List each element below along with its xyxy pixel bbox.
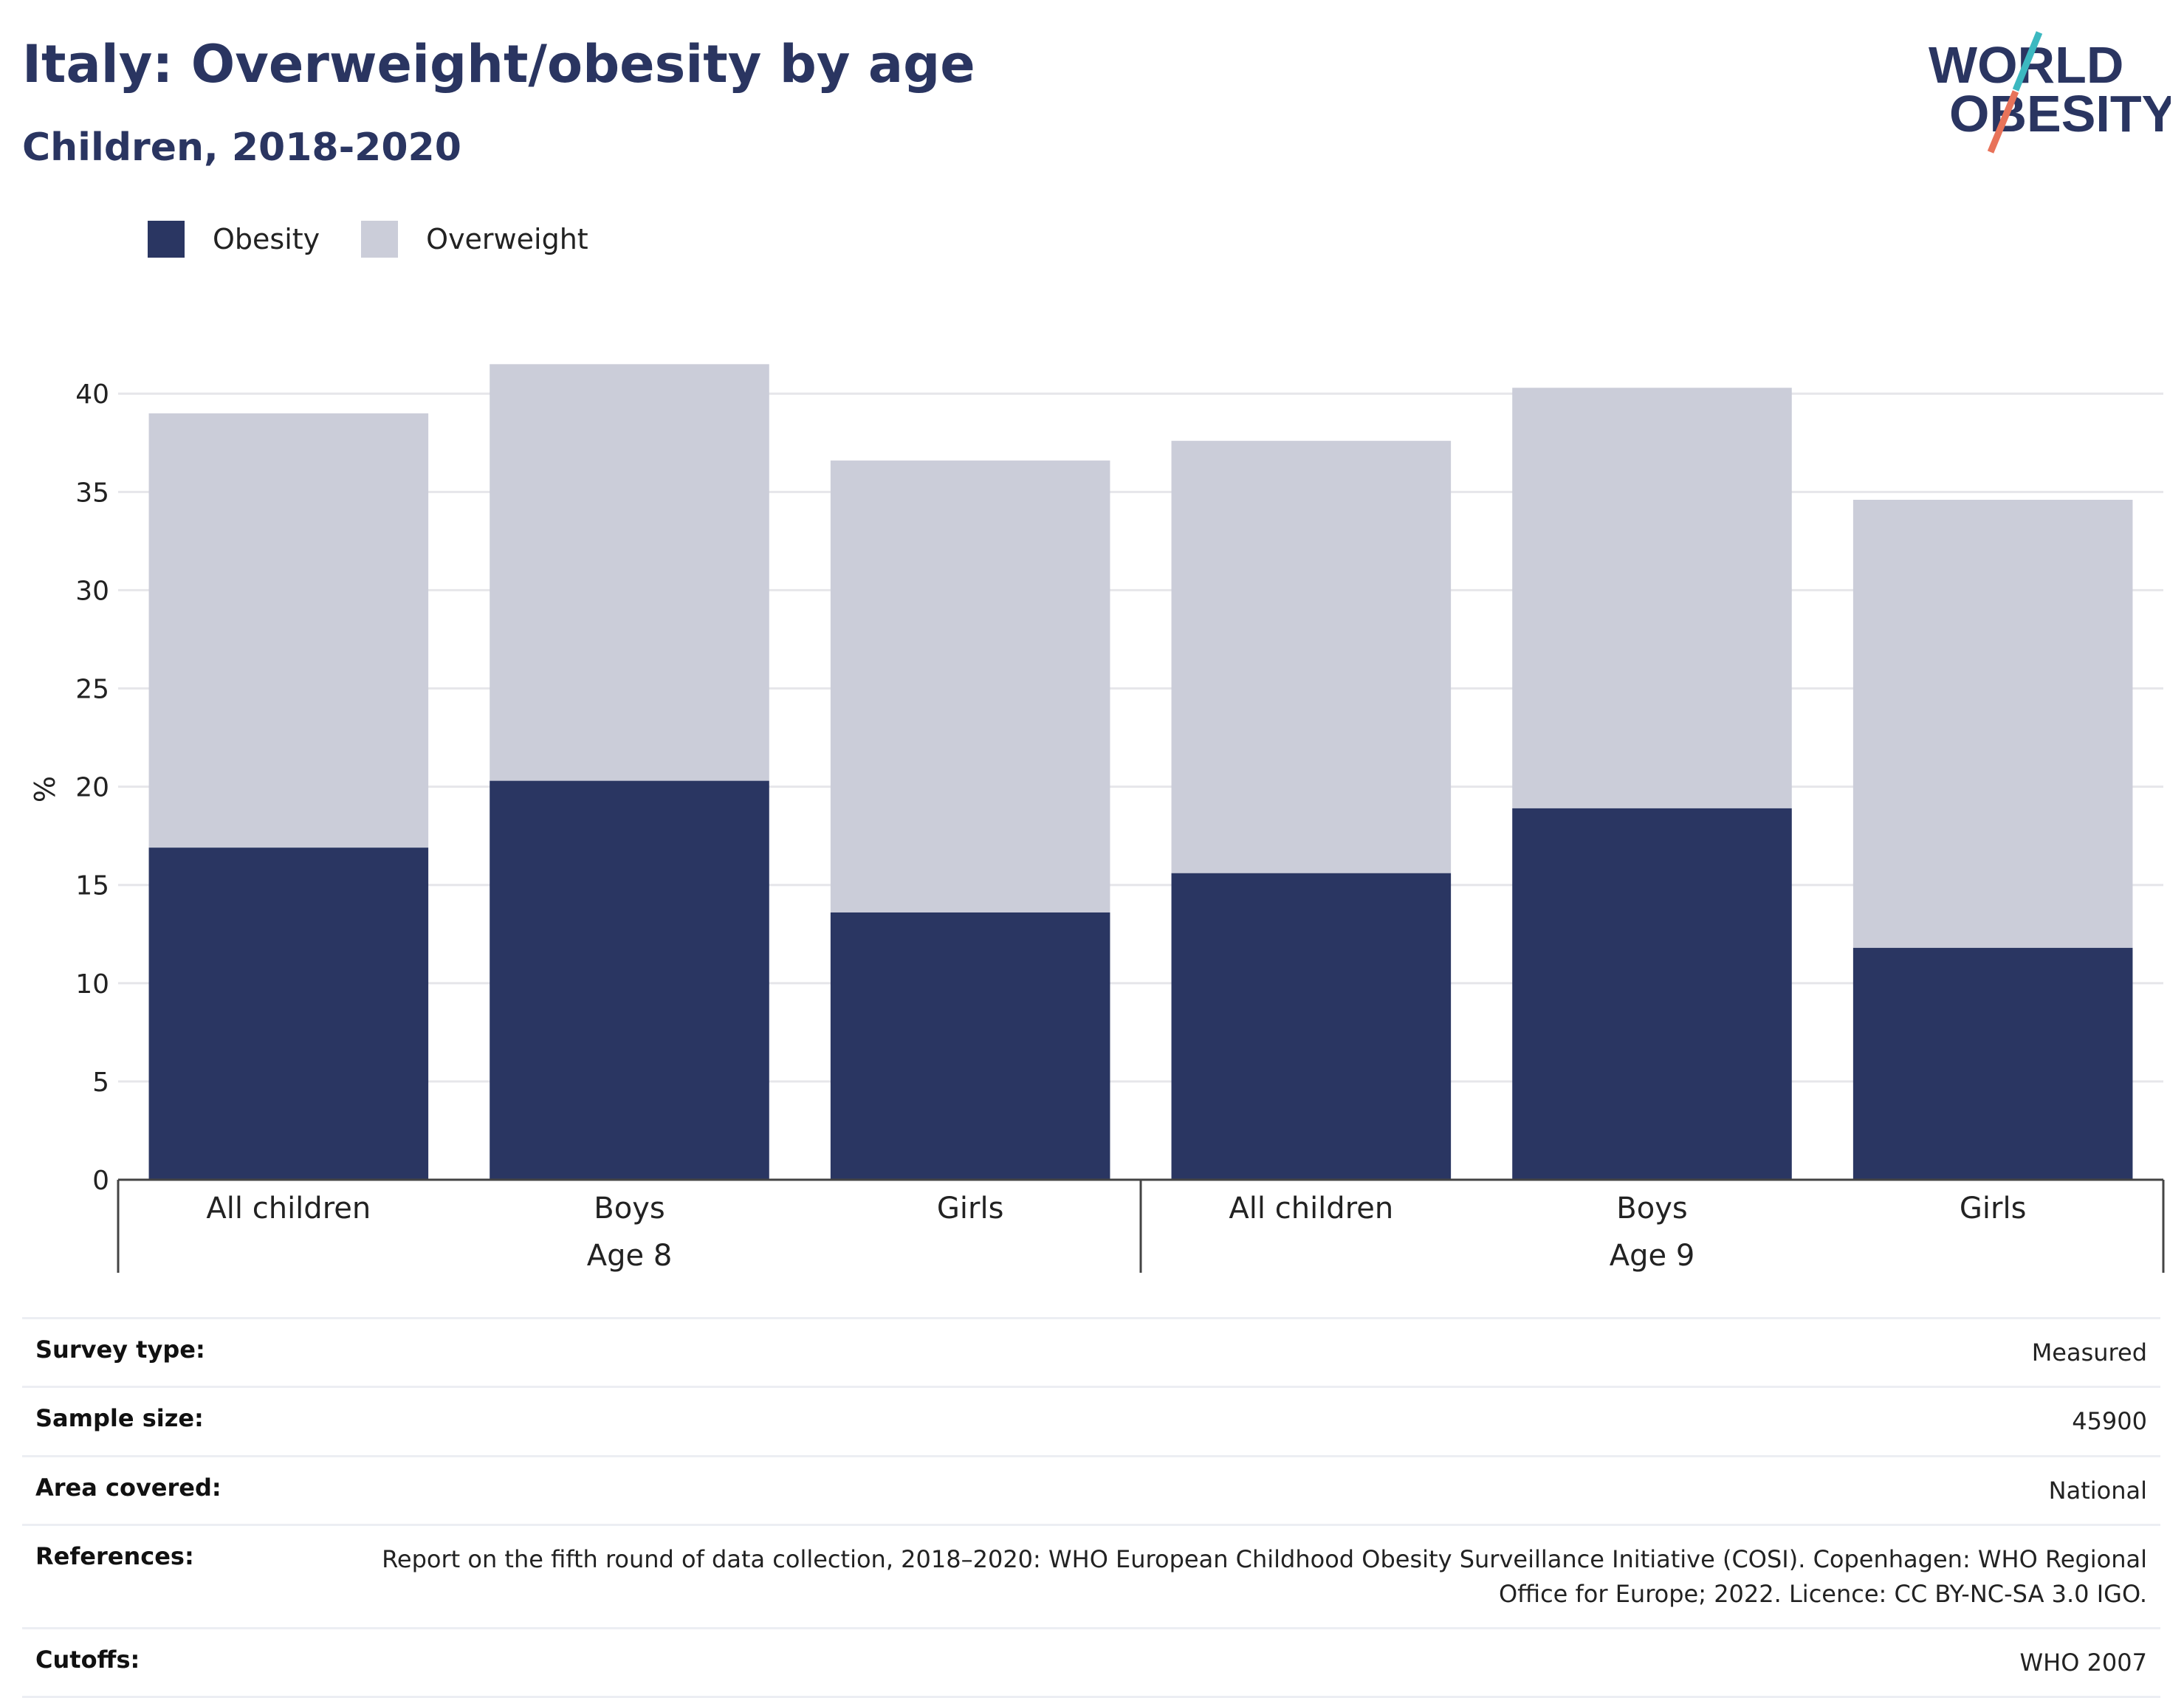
meta-key: References: (35, 1542, 194, 1571)
bar-overweight (830, 460, 1110, 912)
y-tick-label: 40 (75, 379, 109, 410)
legend-label: Obesity (213, 223, 320, 255)
bar-chart: 0 5 10 15 20 25 30 35 40% All children Boys Girls Al… (29, 364, 2165, 1273)
meta-row-cutoffs: Cutoffs: WHO 2007 (22, 1626, 2160, 1698)
bar-obesity (1171, 873, 1452, 1180)
bar-obesity (148, 848, 429, 1180)
legend-swatch-obesity (148, 221, 185, 258)
group-label: Age 8 (587, 1239, 673, 1273)
survey-info-table: Survey type: Measured Sample size: 45900… (22, 1317, 2160, 1698)
bar-obesity (1852, 947, 2133, 1180)
y-tick-label: 30 (75, 576, 109, 606)
meta-value: WHO 2007 (2019, 1648, 2148, 1677)
bar-overweight (490, 364, 769, 781)
meta-row-sample-size: Sample size: 45900 (22, 1386, 2160, 1454)
meta-row-references: References: Report on the fifth round of… (22, 1524, 2160, 1627)
y-tick-label: 15 (75, 871, 109, 901)
x-tick-label: Boys (1616, 1192, 1687, 1226)
bar-overweight (1171, 441, 1452, 873)
meta-value: Report on the fifth round of data collec… (382, 1545, 2147, 1608)
chart-title: Italy: Overweight/obesity by age (22, 34, 975, 94)
bar-obesity (490, 780, 769, 1180)
x-tick-label: Girls (1960, 1192, 2027, 1226)
chart-subtitle: Children, 2018-2020 (22, 126, 461, 170)
legend-swatch-overweight (361, 221, 399, 258)
logo-line2: OBESITY (1949, 85, 2171, 142)
meta-key: Survey type: (35, 1336, 205, 1364)
meta-key: Area covered: (35, 1473, 222, 1502)
x-tick-label: Boys (594, 1192, 665, 1226)
y-tick-label: 25 (75, 675, 109, 705)
x-tick-label: Girls (937, 1192, 1004, 1226)
meta-key: Sample size: (35, 1404, 204, 1433)
meta-row-area-covered: Area covered: National (22, 1454, 2160, 1524)
bar-overweight (148, 413, 429, 848)
group-label: Age 9 (1610, 1239, 1695, 1273)
bar-overweight (1852, 499, 2133, 948)
meta-key: Cutoffs: (35, 1645, 140, 1674)
bar-obesity (830, 912, 1110, 1180)
logo-slash-teal (2012, 31, 2043, 92)
y-tick-label: 20 (75, 773, 109, 803)
legend-item-overweight[interactable]: Overweight (361, 221, 588, 258)
chart-legend: Obesity Overweight (148, 220, 630, 258)
meta-row-survey-type: Survey type: Measured (22, 1317, 2160, 1386)
y-tick-label: 10 (75, 969, 109, 1000)
world-obesity-logo: WORLD OBESITY (1929, 31, 2171, 154)
logo-slash-coral (1987, 90, 2019, 154)
bar-overweight (1512, 388, 1792, 808)
y-tick-label: 5 (92, 1068, 109, 1098)
bar-obesity (1512, 808, 1792, 1180)
x-tick-label: All children (206, 1192, 371, 1226)
legend-item-obesity[interactable]: Obesity (148, 221, 320, 258)
meta-value: 45900 (2072, 1407, 2147, 1436)
x-tick-label: All children (1229, 1192, 1393, 1226)
y-axis-label: % (29, 776, 61, 802)
legend-label: Overweight (426, 223, 588, 255)
y-tick-label: 35 (75, 478, 109, 508)
meta-value: Measured (2031, 1338, 2147, 1367)
meta-value: National (2048, 1476, 2147, 1505)
y-tick-label: 0 (92, 1166, 109, 1196)
